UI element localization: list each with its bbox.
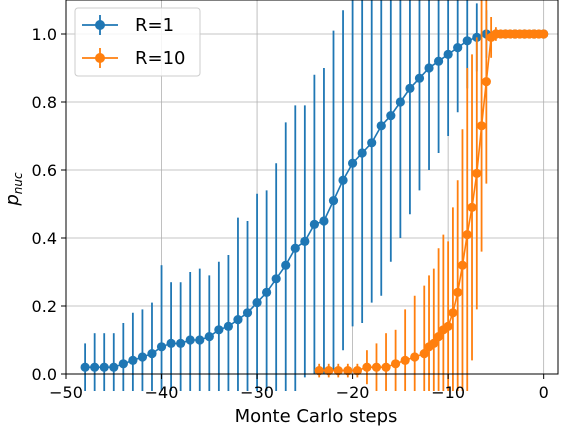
- series-r1-point: [90, 362, 100, 372]
- series-r1-point: [376, 121, 386, 131]
- series-r1-point: [156, 342, 167, 352]
- series-r1-point: [443, 49, 453, 60]
- legend-marker-r1: [95, 20, 105, 30]
- legend: R=1 R=10: [74, 7, 201, 77]
- series-r10-point: [476, 121, 487, 131]
- series-r1-point: [395, 97, 405, 107]
- series-r1-point: [80, 362, 90, 372]
- series-r1-point: [128, 355, 138, 365]
- series-r10-point: [429, 338, 439, 348]
- legend-entry-r10: R=10: [82, 48, 186, 69]
- series-r10-point: [314, 366, 324, 376]
- y-axis-label-sub: nuc: [11, 172, 25, 194]
- series-r10-point: [410, 352, 420, 362]
- series-r10-point: [453, 287, 463, 297]
- series-r1-point: [214, 325, 224, 335]
- series-r10-point: [362, 362, 372, 372]
- series-r10-point: [457, 260, 468, 270]
- ticks: −50 −40 −30 −20 −10 0 0.0 0.2 0.4 0.6 0.8 1.0: [32, 25, 549, 402]
- series-r1-point: [262, 287, 272, 297]
- series-r1-point: [405, 83, 415, 93]
- series-r1-point: [252, 298, 262, 308]
- series-r10-point: [448, 308, 458, 318]
- series-r1-point: [271, 274, 281, 284]
- series-r10-point: [390, 359, 401, 369]
- series-r1-point: [195, 335, 205, 345]
- series-r10: [314, 0, 549, 391]
- series-r10-point: [467, 202, 477, 212]
- y-tick-label: 0.4: [32, 229, 57, 248]
- series-r1-point: [453, 43, 463, 53]
- series-r10-point: [419, 349, 429, 359]
- series-layer: [80, 0, 549, 391]
- y-axis-label-main: p: [2, 194, 23, 206]
- legend-marker-r10: [95, 53, 105, 63]
- y-tick-label: 0.2: [32, 297, 57, 316]
- x-tick-label: −10: [431, 383, 465, 402]
- series-r1-point: [233, 315, 243, 325]
- y-axis-label: pnuc: [2, 172, 25, 207]
- x-tick-label: −20: [336, 383, 370, 402]
- series-r1-point: [433, 56, 444, 66]
- series-r1-point: [118, 359, 128, 369]
- series-r1-point: [290, 243, 300, 253]
- series-r10-point: [481, 77, 491, 87]
- series-r10-point: [333, 366, 343, 376]
- y-tick-label: 0.8: [32, 93, 57, 112]
- series-r1-point: [137, 352, 148, 362]
- y-tick-label: 0.6: [32, 161, 57, 180]
- series-r1-point: [414, 73, 425, 83]
- series-r1-point: [386, 111, 396, 121]
- x-tick-label: 0: [539, 383, 549, 402]
- legend-entry-r1: R=1: [82, 15, 174, 36]
- series-r10-point: [343, 366, 353, 376]
- series-r10-point: [324, 366, 334, 376]
- y-tick-label: 1.0: [32, 25, 57, 44]
- series-r1-point: [176, 338, 186, 348]
- series-r1-point: [367, 138, 377, 148]
- series-r1-point: [309, 219, 319, 229]
- series-r1-point: [185, 335, 195, 345]
- series-r1-point: [300, 236, 310, 246]
- series-r1-point: [424, 63, 434, 73]
- series-r10-point: [400, 355, 410, 365]
- x-tick-label: −30: [240, 383, 274, 402]
- series-r1-point: [223, 321, 234, 331]
- series-r1-point: [319, 216, 329, 226]
- series-r1-point: [166, 338, 176, 348]
- legend-label-r10: R=10: [135, 48, 186, 69]
- x-tick-label: −50: [49, 383, 83, 402]
- series-r1-point: [328, 196, 339, 206]
- series-r1-point: [147, 349, 157, 359]
- series-r1-point: [242, 308, 253, 318]
- series-r1-point: [109, 362, 119, 372]
- x-axis-label: Monte Carlo steps: [235, 406, 398, 427]
- plot-frame: [65, 0, 559, 375]
- series-r10-point: [371, 362, 382, 372]
- series-r1-point: [99, 362, 109, 372]
- series-r10-point: [443, 321, 453, 331]
- series-r1-point: [338, 175, 348, 185]
- y-tick-label: 0.0: [32, 365, 57, 384]
- legend-label-r1: R=1: [135, 15, 174, 36]
- series-r1-point: [281, 260, 291, 270]
- series-r10-point: [462, 230, 472, 240]
- series-r10-point: [433, 332, 444, 342]
- series-r10-point: [352, 366, 362, 376]
- series-r1-point: [462, 36, 472, 46]
- series-r10-point: [472, 168, 482, 178]
- x-tick-label: −40: [145, 383, 179, 402]
- series-r1-point: [357, 148, 367, 158]
- series-r10-point: [539, 29, 549, 39]
- series-r10-point: [381, 362, 391, 372]
- series-r1-point: [348, 158, 358, 168]
- series-r1-point: [204, 332, 214, 342]
